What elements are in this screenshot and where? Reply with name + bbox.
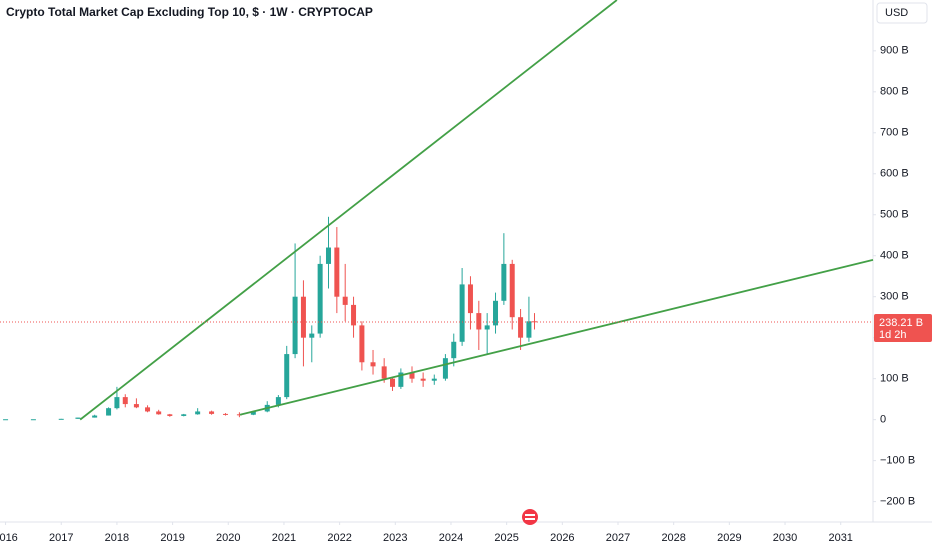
logo-bar[interactable] [525, 518, 535, 520]
candle-body [145, 407, 151, 412]
candle-body [409, 372, 415, 379]
candle-body [359, 325, 365, 363]
x-tick-label: 2017 [49, 532, 73, 544]
candle-body [476, 313, 482, 330]
tv-logo[interactable] [522, 509, 538, 525]
x-tick-label: 2026 [550, 532, 574, 544]
candle-body [195, 411, 201, 415]
x-tick-label: 2030 [773, 532, 797, 544]
candle-body [181, 414, 187, 416]
candle-body [509, 263, 515, 318]
trendline [79, 0, 618, 421]
candle-body [381, 366, 387, 379]
candle-body [398, 372, 404, 387]
x-tick-label: 2019 [160, 532, 184, 544]
candle-body [325, 247, 331, 264]
candle-body [133, 404, 139, 408]
candle-body [493, 300, 499, 326]
x-tick-label: 2024 [439, 532, 463, 544]
candle-body [420, 378, 426, 381]
y-tick-label: 700 B [880, 127, 909, 139]
candle-body [167, 414, 173, 416]
candle-body [442, 358, 448, 379]
candle-body [209, 411, 215, 414]
x-tick-label: 2018 [105, 532, 129, 544]
candle-body [122, 397, 128, 405]
candle-body [156, 411, 162, 415]
y-tick-label: 800 B [880, 86, 909, 98]
y-tick-label: 600 B [880, 168, 909, 180]
candle-body [526, 321, 532, 338]
y-tick-label: 0 [880, 414, 886, 426]
y-tick-label: 400 B [880, 250, 909, 262]
candle-body [58, 418, 64, 420]
x-tick-label: 2016 [0, 532, 18, 544]
countdown: 1d 2h [879, 329, 907, 341]
y-tick-label: −200 B [880, 496, 915, 508]
x-tick-label: 2031 [828, 532, 852, 544]
candle-body [300, 296, 306, 338]
y-tick-label: −100 B [880, 455, 915, 467]
y-tick-label: 100 B [880, 373, 909, 385]
candle-body [317, 263, 323, 334]
candle-body [3, 419, 9, 421]
candle-body [275, 397, 281, 405]
candle-body [75, 417, 81, 419]
x-tick-label: 2025 [494, 532, 518, 544]
candle-body [236, 414, 242, 416]
candle-body [92, 415, 98, 418]
x-tick-label: 2029 [717, 532, 741, 544]
y-tick-label: 300 B [880, 291, 909, 303]
x-tick-label: 2022 [327, 532, 351, 544]
currency-button[interactable] [876, 2, 928, 24]
x-tick-label: 2023 [383, 532, 407, 544]
x-tick-label: 2021 [272, 532, 296, 544]
y-tick-label: 500 B [880, 209, 909, 221]
candle-body [114, 397, 120, 409]
x-tick-label: 2020 [216, 532, 240, 544]
price-label-box [874, 314, 932, 343]
candle-body [501, 263, 507, 301]
currency[interactable]: USD [885, 7, 908, 19]
candle-body [451, 341, 457, 359]
candle-body [518, 317, 524, 338]
candle-body [284, 354, 290, 398]
y-tick-label: 900 B [880, 45, 909, 57]
trendline [239, 258, 874, 416]
x-tick-label: 2027 [606, 532, 630, 544]
candle-body [370, 362, 376, 367]
candle-body [309, 333, 315, 338]
candle-body [250, 411, 256, 415]
candle-body [222, 413, 228, 415]
candle-body [292, 296, 298, 355]
logo-bar[interactable] [525, 514, 535, 516]
candle-body [459, 284, 465, 342]
candle-body [334, 247, 340, 297]
chart-title: Crypto Total Market Cap Excluding Top 10… [6, 5, 373, 19]
x-tick-label: 2028 [661, 532, 685, 544]
price-label: 238.21 B [879, 317, 923, 329]
candle-body [390, 378, 396, 387]
candle-body [342, 296, 348, 305]
candle-body [431, 378, 437, 381]
candle-body [467, 284, 473, 314]
candle-body [30, 419, 36, 421]
candle-body [484, 325, 490, 330]
candle-body [351, 304, 357, 326]
candle-body [106, 408, 112, 416]
logo-circle[interactable] [522, 509, 538, 525]
